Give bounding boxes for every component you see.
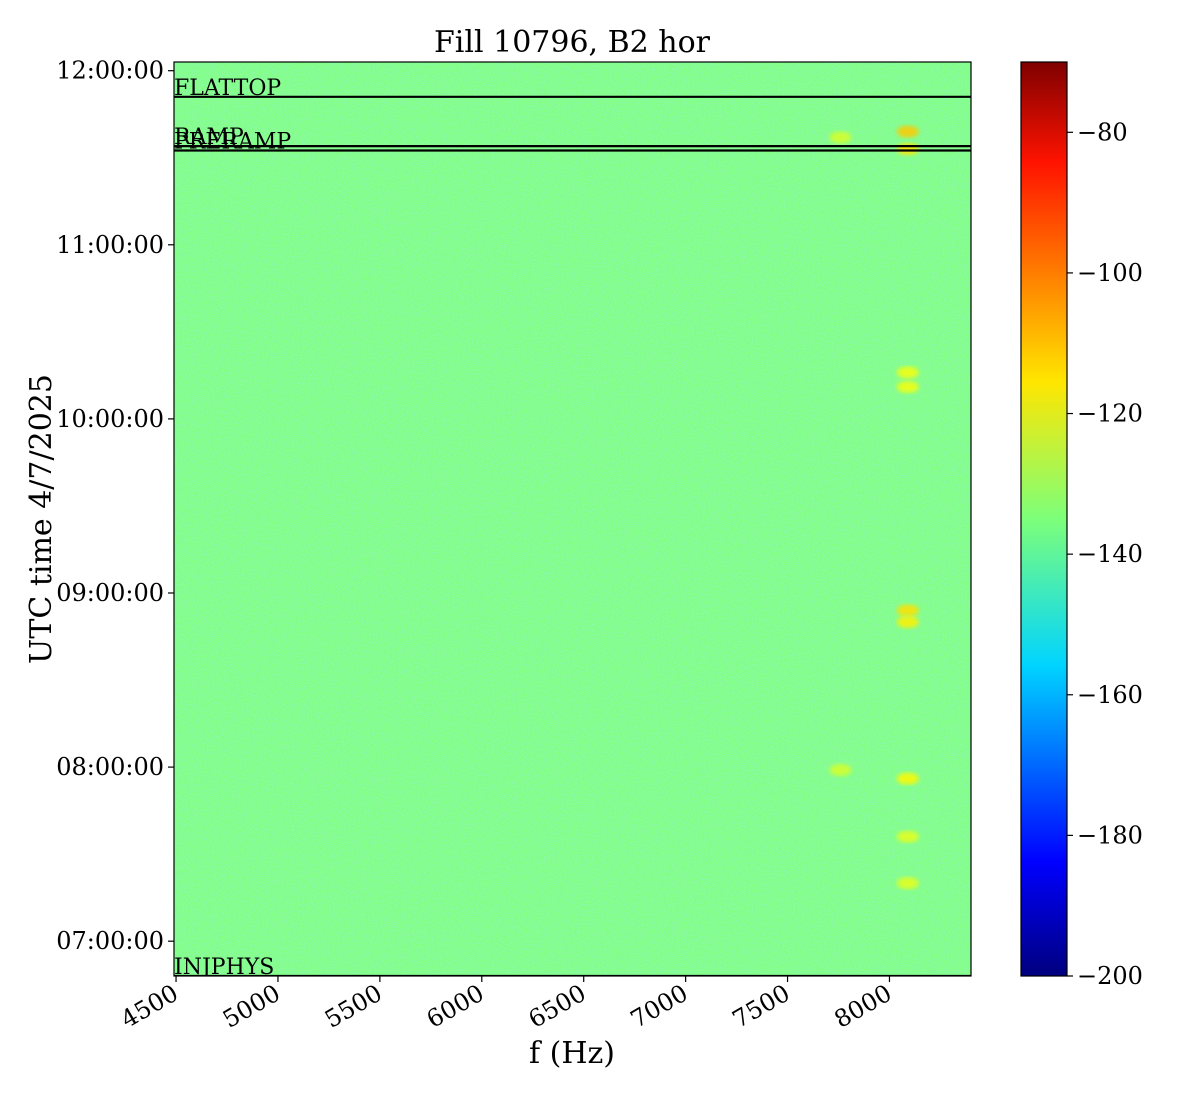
y-tick-label: 11:00:00 [56, 231, 164, 259]
colorbar-tick-label: −180 [1077, 821, 1143, 849]
colorbar-tick-label: −80 [1077, 118, 1128, 146]
colorbar-tick-label: −120 [1077, 400, 1143, 428]
x-tick-label: 6000 [422, 979, 489, 1034]
y-axis: 07:00:00 08:00:00 09:00:00 10:00:00 11:00:00… [56, 57, 174, 955]
hot-spot [829, 131, 852, 144]
x-tick-label: 5000 [218, 979, 285, 1034]
x-tick-label: 5500 [320, 979, 387, 1034]
y-tick-label: 07:00:00 [56, 927, 164, 955]
y-tick-label: 08:00:00 [56, 753, 164, 781]
x-tick-label: 7500 [728, 979, 795, 1034]
x-axis-label: f (Hz) [529, 1036, 615, 1071]
colorbar-tick-label: −200 [1077, 962, 1143, 990]
hot-spot [896, 830, 919, 843]
x-tick-label: 8000 [830, 979, 897, 1034]
phase-label: FLATTOP [174, 76, 281, 101]
phase-label: INJPHYS [174, 955, 274, 980]
colorbar-ticks: −200 −180 −160 −140 −120 −100 −80 [1067, 118, 1143, 990]
colorbar-tick-label: −100 [1077, 259, 1143, 287]
x-tick-label: 7000 [626, 979, 693, 1034]
phase-label: PRERAMP [174, 129, 291, 154]
heatmap-noise-texture [174, 62, 971, 976]
hot-spot [829, 763, 852, 776]
y-tick-label: 12:00:00 [56, 57, 164, 85]
hot-spot [896, 380, 919, 393]
hot-spot [896, 604, 919, 617]
colorbar-tick-label: −140 [1077, 540, 1143, 568]
hot-spot [896, 366, 919, 379]
hot-spot [896, 877, 919, 890]
hot-spot [896, 125, 919, 138]
y-axis-label: UTC time 4/7/2025 [24, 374, 59, 664]
colorbar-gradient [1020, 61, 1068, 977]
hot-spot [896, 772, 919, 785]
y-tick-label: 10:00:00 [56, 405, 164, 433]
y-tick-label: 09:00:00 [56, 579, 164, 607]
colorbar-tick-label: −160 [1077, 681, 1143, 709]
x-tick-label: 4500 [116, 979, 183, 1034]
x-tick-label: 6500 [524, 979, 591, 1034]
plot-frame [173, 61, 972, 977]
colorbar: −200 −180 −160 −140 −120 −100 −80 [1020, 61, 1143, 990]
x-axis: 4500 5000 5500 6000 6500 7000 7500 8000 [116, 976, 896, 1034]
chart-title: Fill 10796, B2 hor [434, 25, 711, 60]
phase-label: RAMP [174, 125, 244, 150]
hot-spot [896, 143, 919, 156]
hot-spot [896, 616, 919, 629]
